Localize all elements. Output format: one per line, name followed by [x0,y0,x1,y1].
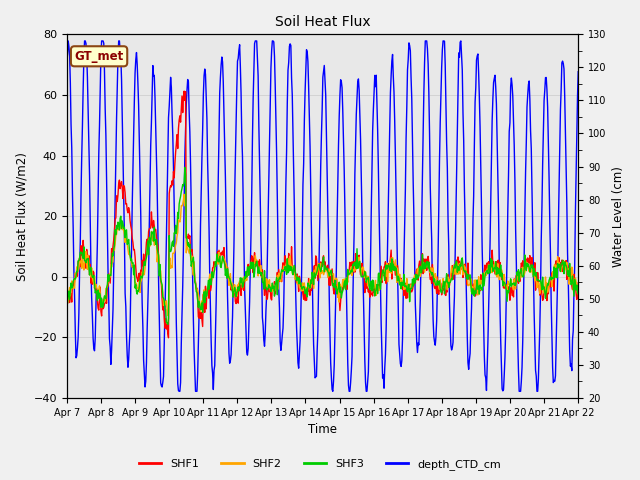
SHF3 [574,291,582,297]
SHF2 [205,278,213,284]
SHF3 [63,305,70,311]
SHF2 [180,192,188,197]
SHF3 [205,286,213,292]
SHF1 [205,295,213,301]
SHF2 [125,252,132,257]
depth_CTD_cm [386,125,394,131]
Title: Soil Heat Flux: Soil Heat Flux [275,15,371,29]
depth_CTD_cm [574,69,582,74]
SHF2 [164,312,172,318]
SHF3 [386,267,394,273]
SHF2 [63,299,70,305]
Line: SHF3: SHF3 [67,168,578,324]
SHF1 [180,88,188,94]
SHF2 [177,203,185,209]
SHF3 [125,237,132,242]
Text: GT_met: GT_met [74,50,124,63]
Y-axis label: Soil Heat Flux (W/m2): Soil Heat Flux (W/m2) [15,152,28,281]
depth_CTD_cm [175,388,183,394]
SHF2 [72,275,80,281]
SHF3 [164,322,172,327]
depth_CTD_cm [65,38,72,44]
SHF1 [401,282,408,288]
SHF3 [72,273,80,279]
depth_CTD_cm [401,222,408,228]
SHF1 [177,106,185,112]
SHF1 [164,335,172,341]
depth_CTD_cm [178,312,186,318]
SHF1 [574,280,582,286]
Line: SHF1: SHF1 [67,91,578,338]
SHF3 [177,189,185,194]
Y-axis label: Water Level (cm): Water Level (cm) [612,166,625,266]
depth_CTD_cm [63,62,70,68]
SHF1 [72,272,80,278]
depth_CTD_cm [205,226,213,232]
SHF1 [125,205,132,211]
SHF2 [574,288,582,294]
SHF2 [401,282,408,288]
Legend: SHF1, SHF2, SHF3, depth_CTD_cm: SHF1, SHF2, SHF3, depth_CTD_cm [135,455,505,474]
Line: SHF2: SHF2 [67,194,578,315]
SHF2 [386,260,394,265]
Line: depth_CTD_cm: depth_CTD_cm [67,41,578,391]
SHF3 [401,284,408,289]
SHF3 [181,165,189,170]
depth_CTD_cm [125,340,133,346]
SHF1 [386,263,394,269]
depth_CTD_cm [73,353,81,359]
X-axis label: Time: Time [308,423,337,436]
SHF1 [63,288,70,294]
